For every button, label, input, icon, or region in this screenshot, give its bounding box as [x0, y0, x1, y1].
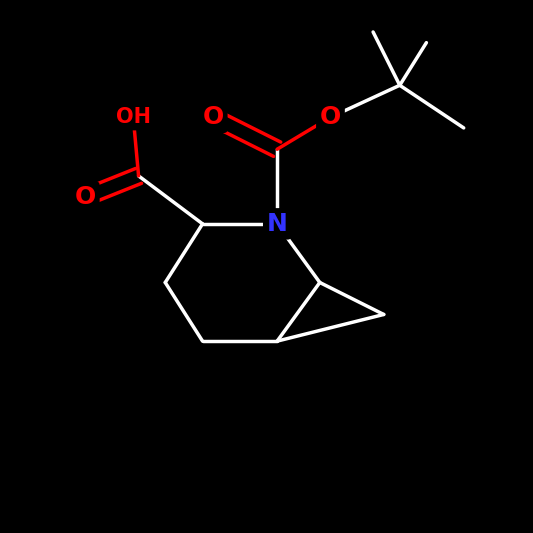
Text: N: N — [266, 212, 288, 236]
Text: OH: OH — [116, 107, 151, 127]
Text: O: O — [75, 185, 96, 209]
Text: O: O — [203, 105, 224, 130]
Text: O: O — [320, 105, 341, 130]
